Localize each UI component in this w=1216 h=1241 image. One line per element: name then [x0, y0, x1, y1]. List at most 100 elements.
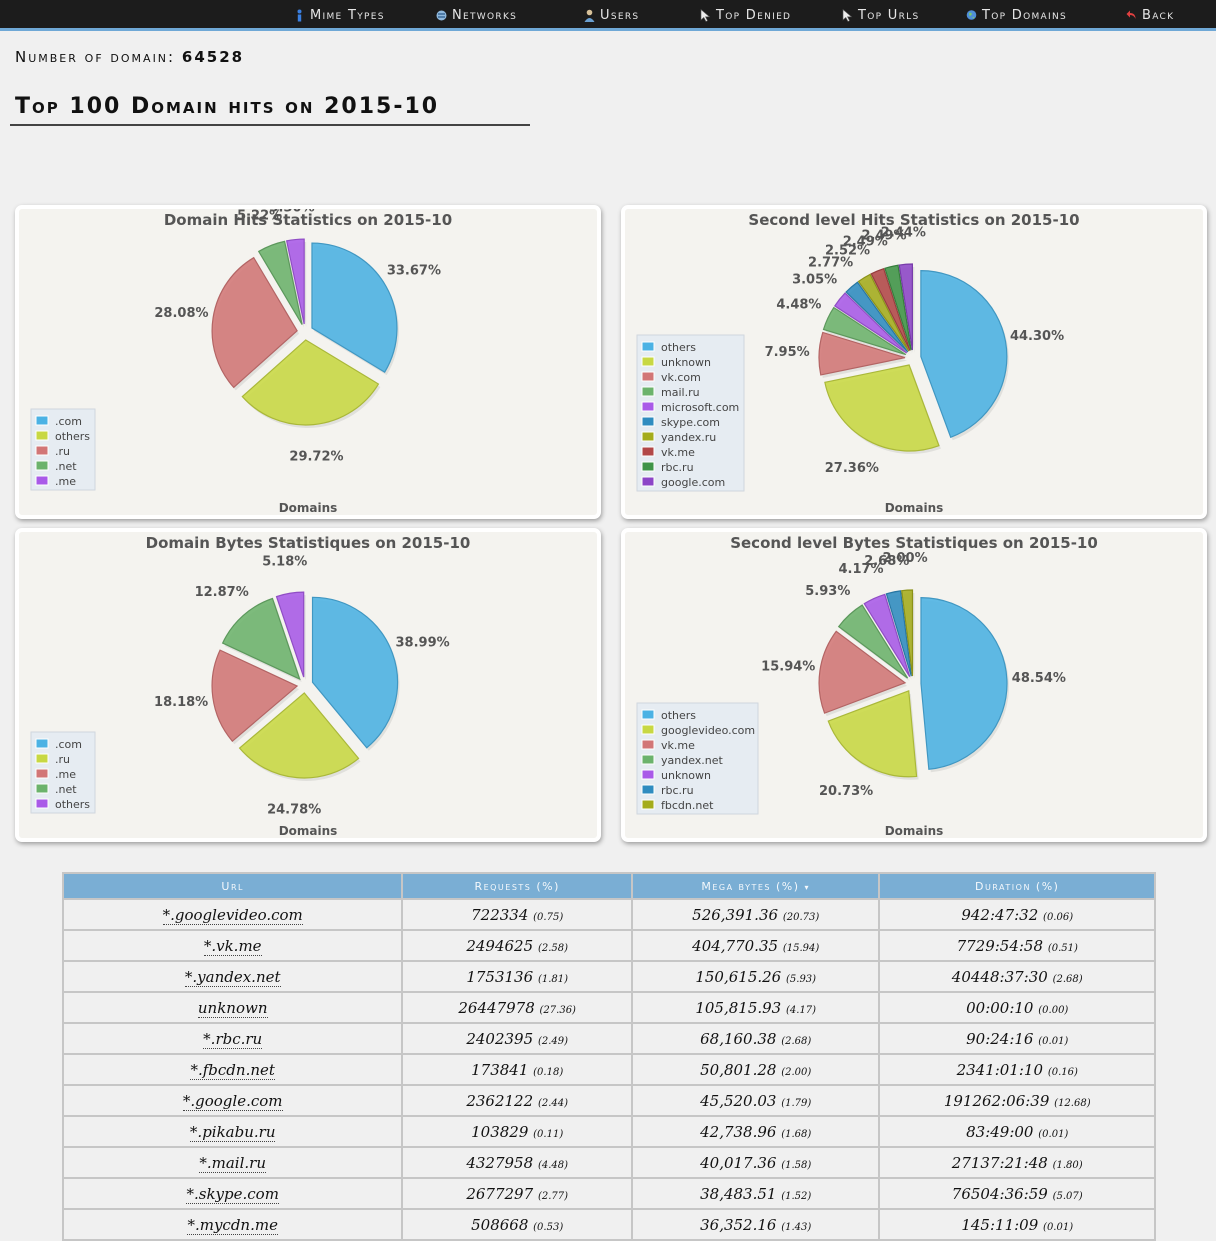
pie-slice-mail-ru[interactable]: [822, 306, 907, 356]
pie-slice-yandex-ru[interactable]: [857, 273, 910, 352]
legend-item-label[interactable]: others: [55, 798, 90, 811]
url-link[interactable]: *.mail.ru: [199, 1153, 267, 1173]
legend-item-label[interactable]: .me: [55, 768, 76, 781]
column-header-label: Mega bytes (%): [701, 879, 800, 893]
pie-slice-skype-com[interactable]: [845, 281, 909, 353]
url-cell: *.rbc.ru: [61, 1022, 404, 1055]
url-link[interactable]: *.google.com: [182, 1091, 283, 1111]
pie-slice-others[interactable]: [275, 591, 305, 678]
chart-panel-domain-bytes: Domain Bytes Statistiques on 2015-10 Dom…: [15, 528, 601, 842]
megabytes-value: 105,815.93: [695, 998, 782, 1017]
duration-cell: 7729:54:58 (0.51): [878, 929, 1156, 962]
megabytes-value: 150,615.26: [695, 967, 782, 986]
pie-slice-ru[interactable]: [211, 256, 298, 389]
nav-networks[interactable]: Networks: [436, 5, 517, 25]
legend-item-label[interactable]: .com: [55, 415, 82, 428]
legend-item-label[interactable]: others: [661, 709, 696, 722]
url-cell: *.pikabu.ru: [61, 1115, 404, 1148]
pie-slice-me[interactable]: [211, 649, 299, 743]
nav-users[interactable]: Users: [584, 5, 639, 25]
pie-slice-others[interactable]: [920, 269, 1008, 439]
pie-slice-vk-com[interactable]: [818, 331, 906, 376]
legend-item-label[interactable]: .ru: [55, 445, 70, 458]
legend-item-label[interactable]: unknown: [661, 769, 711, 782]
chart-title: Second level Bytes Statistiques on 2015-…: [730, 534, 1098, 552]
legend-item-label[interactable]: .me: [55, 475, 76, 488]
back-arrow-icon: [1126, 10, 1136, 19]
url-link[interactable]: *.yandex.net: [184, 967, 281, 987]
pie-slice-vk-me[interactable]: [870, 267, 911, 351]
legend-item-label[interactable]: .ru: [55, 753, 70, 766]
pie-slice-microsoft-com[interactable]: [833, 292, 908, 354]
url-cell: *.googlevideo.com: [61, 898, 404, 931]
duration-cell: 27137:21:48 (1.80): [878, 1146, 1156, 1179]
requests-value: 103829: [471, 1122, 529, 1141]
chart-legend: others unknown vk.com mail.ru microsoft.com s…: [636, 334, 745, 492]
legend-swatch: [35, 798, 49, 809]
url-link[interactable]: *.fbcdn.net: [190, 1060, 275, 1080]
pie-slice-yandex-net[interactable]: [837, 604, 909, 679]
table-row: *.pikabu.ru 103829 (0.11) 42,738.96 (1.68)…: [61, 1115, 1156, 1148]
url-link[interactable]: *.mycdn.me: [187, 1215, 278, 1235]
column-header-megabytes[interactable]: Mega bytes (%) ▾: [630, 872, 881, 900]
pie-slice-com[interactable]: [311, 596, 399, 749]
pie-slice-others[interactable]: [920, 597, 1008, 770]
url-link[interactable]: *.vk.me: [203, 936, 262, 956]
pie-slice-net[interactable]: [221, 597, 301, 681]
legend-item-label[interactable]: others: [661, 341, 696, 354]
legend-item-label[interactable]: vk.me: [661, 739, 695, 752]
legend-item-label[interactable]: fbcdn.net: [661, 799, 714, 812]
legend-item-label[interactable]: others: [55, 430, 90, 443]
column-header-requests[interactable]: Requests (%): [401, 872, 633, 900]
nav-top-urls[interactable]: Top Urls: [842, 5, 919, 25]
pie-slice-vk-me[interactable]: [818, 630, 907, 714]
pie-slice-fbcdn-net[interactable]: [901, 589, 914, 677]
pie-slice-me[interactable]: [285, 238, 305, 325]
pie-slice-rbc-ru[interactable]: [885, 590, 912, 677]
pie-slice-googlevideo-com[interactable]: [827, 689, 918, 778]
pie-slice-ru[interactable]: [238, 692, 360, 779]
nav-mime-types[interactable]: Mime Types: [294, 5, 385, 25]
legend-item-label[interactable]: google.com: [661, 476, 725, 489]
pie-slice-google-com[interactable]: [898, 263, 913, 351]
chart-legend: .com .ru .me .net others: [30, 731, 96, 814]
url-link[interactable]: unknown: [197, 998, 268, 1018]
legend-item-label[interactable]: rbc.ru: [661, 784, 694, 797]
nav-back[interactable]: Back: [1126, 5, 1174, 25]
pie-slice-unknown[interactable]: [863, 593, 911, 678]
url-link[interactable]: *.rbc.ru: [203, 1029, 263, 1049]
top-navbar: Mime Types Networks Users Top Denied Top…: [0, 0, 1216, 31]
pie-slice-rbc-ru[interactable]: [884, 264, 912, 351]
legend-item-label[interactable]: rbc.ru: [661, 461, 694, 474]
url-link[interactable]: *.googlevideo.com: [162, 905, 303, 925]
pie-slice-unknown[interactable]: [824, 364, 940, 452]
chart-panel-domain-hits: Domain Hits Statistics on 2015-10 Domain…: [15, 205, 601, 519]
chart-xlabel: Domains: [279, 501, 338, 515]
url-link[interactable]: *.pikabu.ru: [189, 1122, 276, 1142]
url-link[interactable]: *.skype.com: [186, 1184, 279, 1204]
nav-top-domains[interactable]: Top Domains: [966, 5, 1067, 25]
pie-slice-com[interactable]: [311, 242, 398, 373]
column-header-duration[interactable]: Duration (%): [878, 872, 1156, 900]
legend-item-label[interactable]: vk.com: [661, 371, 701, 384]
nav-top-denied[interactable]: Top Denied: [700, 5, 791, 25]
legend-item-label[interactable]: microsoft.com: [661, 401, 739, 414]
column-header-url[interactable]: Url: [61, 872, 404, 900]
legend-item-label[interactable]: vk.me: [661, 446, 695, 459]
legend-swatch: [641, 754, 655, 765]
legend-item-label[interactable]: skype.com: [661, 416, 720, 429]
legend-item-label[interactable]: googlevideo.com: [661, 724, 755, 737]
legend-item-label[interactable]: yandex.ru: [661, 431, 716, 444]
legend-item-label[interactable]: mail.ru: [661, 386, 700, 399]
pie-slice-others[interactable]: [241, 339, 380, 426]
legend-item-label[interactable]: .net: [55, 783, 77, 796]
megabytes-value: 50,801.28: [700, 1060, 777, 1079]
legend-item-label[interactable]: yandex.net: [661, 754, 724, 767]
pie-slice-net[interactable]: [257, 240, 303, 325]
legend-item-label[interactable]: .net: [55, 460, 77, 473]
legend-item-label[interactable]: .com: [55, 738, 82, 751]
requests-cell: 1753136 (1.81): [401, 960, 633, 993]
slice-percent-label: 2.49%: [843, 234, 888, 249]
globe-icon: [966, 9, 977, 20]
legend-item-label[interactable]: unknown: [661, 356, 711, 369]
